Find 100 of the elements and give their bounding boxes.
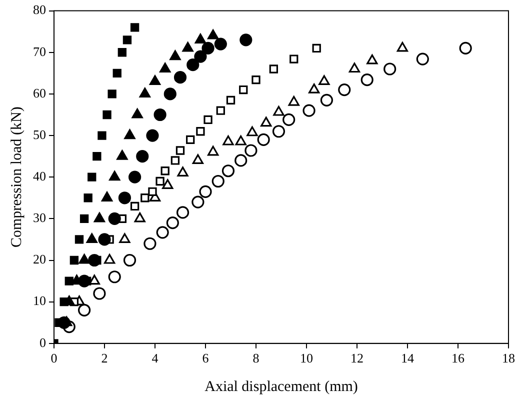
point [98,131,106,140]
point [204,115,212,124]
point [104,254,116,264]
point [272,125,286,138]
point [86,233,98,244]
point [216,106,225,115]
point [94,212,106,222]
point [108,90,116,98]
point [196,127,205,136]
y-tick-label: 30 [33,210,46,226]
point [202,42,214,55]
point [282,113,296,126]
point [302,104,316,117]
point [459,42,472,55]
point [123,254,136,267]
x-tick-label: 2 [101,350,108,366]
point [156,226,169,239]
x-tick-label: 6 [202,350,210,366]
point [338,83,351,96]
y-axis-title: Compression load (kN) [8,106,25,248]
x-tick-label: 14 [401,350,414,366]
point [208,29,219,40]
x-tick-label: 12 [350,350,364,366]
point [257,133,270,146]
point [384,62,396,76]
point [194,34,206,44]
point [118,192,131,204]
y-tick-label: 40 [33,168,46,184]
point [360,74,374,86]
point [160,62,171,73]
point [234,154,248,167]
x-tick-label: 18 [502,350,515,366]
point [78,304,91,316]
point [64,276,74,286]
x-tick-label: 8 [252,350,260,366]
point [116,150,128,160]
point [148,187,157,196]
point [70,256,79,265]
point [109,170,120,181]
point [269,64,278,74]
point [176,206,190,219]
point [130,202,140,211]
point [74,235,84,244]
point [240,34,252,46]
point [132,108,143,118]
point [164,88,176,100]
point [80,214,89,224]
point [186,58,200,72]
point [112,68,122,78]
x-tick-label: 4 [152,350,159,366]
point [192,196,204,208]
point [288,96,300,106]
point [348,62,360,73]
point [252,75,260,84]
y-tick-label: 80 [33,2,46,18]
point [88,254,101,267]
x-tick-label: 0 [50,350,58,366]
x-tick-label: 10 [300,350,313,366]
point [416,52,429,66]
point [222,164,235,178]
point [260,116,272,127]
point [176,146,185,155]
point [222,135,234,146]
point [101,192,113,202]
point [174,71,187,84]
y-tick-label: 10 [33,293,46,308]
point [139,88,150,98]
point [273,106,284,116]
point [88,172,96,182]
y-tick-label: 60 [33,85,46,100]
point [308,83,320,94]
point [214,38,227,50]
x-axis-title: Axial displacement (mm) [204,378,358,395]
point [182,42,194,52]
point [239,85,248,94]
point [170,50,181,60]
point [128,170,142,184]
point [246,126,258,136]
point [312,44,321,53]
point [136,150,149,163]
point [290,54,298,64]
point [118,48,127,57]
point [208,146,219,156]
point [140,194,150,202]
point [244,144,258,157]
point [92,152,102,161]
point [144,237,156,250]
point [146,129,159,142]
point [396,42,408,52]
point [162,179,174,189]
point [156,176,164,186]
y-tick-label: 20 [33,252,46,267]
point [166,216,179,230]
point [122,36,132,44]
point [130,23,140,32]
y-tick-label: 70 [33,44,46,59]
point [84,194,92,202]
point [124,129,136,140]
point [235,135,246,146]
point [78,254,90,264]
